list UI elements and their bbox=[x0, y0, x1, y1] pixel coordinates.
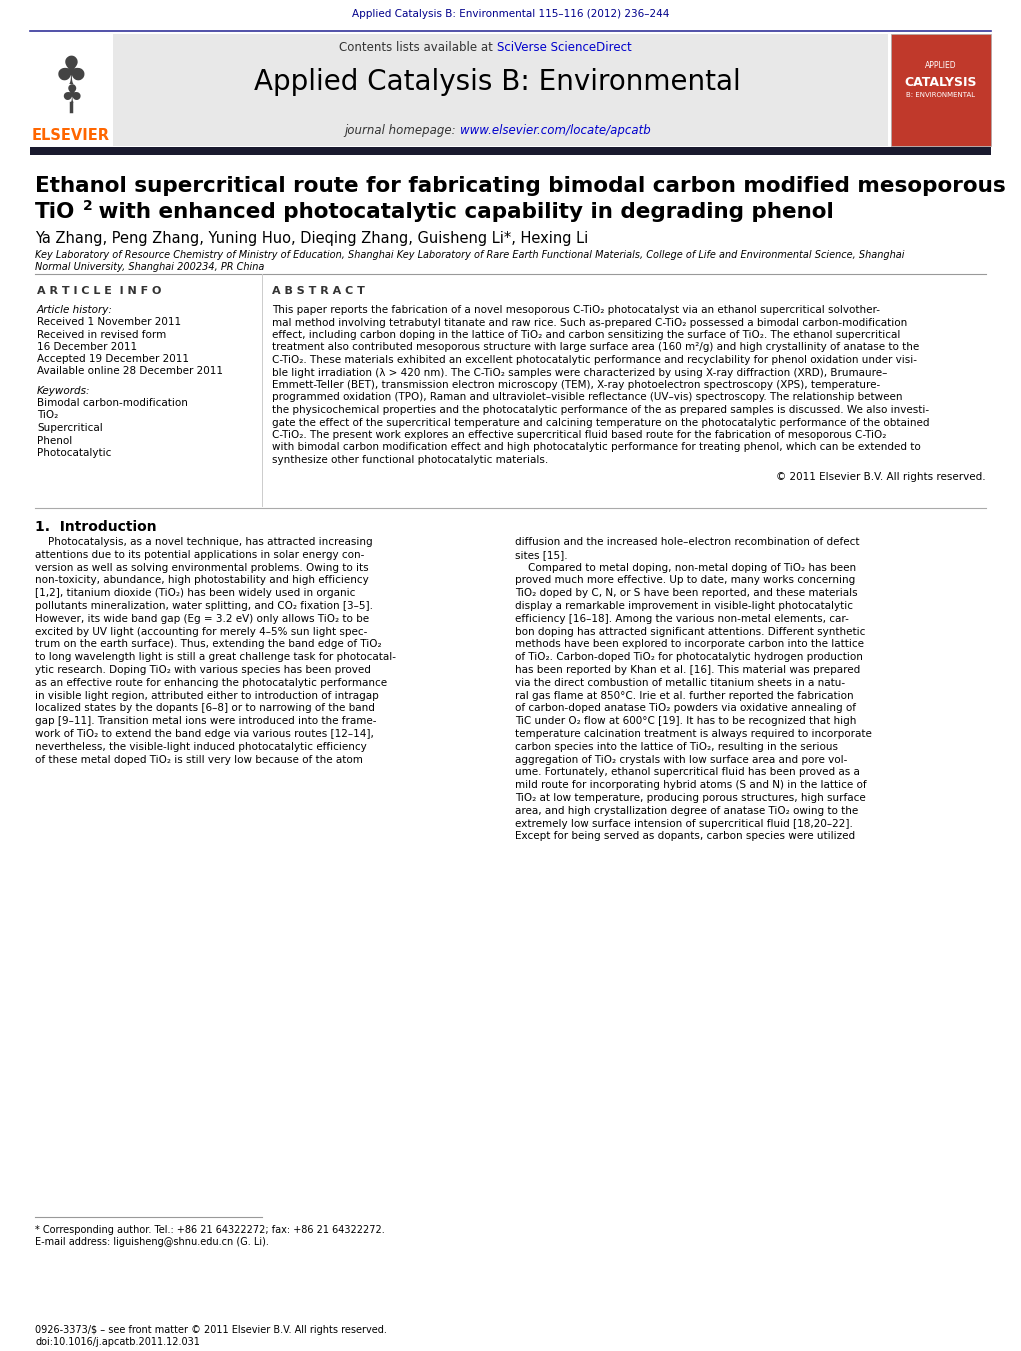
Text: C-TiO₂. The present work explores an effective supercritical fluid based route f: C-TiO₂. The present work explores an eff… bbox=[272, 430, 886, 440]
Text: aggregation of TiO₂ crystals with low surface area and pore vol-: aggregation of TiO₂ crystals with low su… bbox=[515, 755, 847, 765]
Text: version as well as solving environmental problems. Owing to its: version as well as solving environmental… bbox=[35, 562, 369, 573]
Text: CATALYSIS: CATALYSIS bbox=[905, 77, 977, 89]
Text: TiO: TiO bbox=[35, 203, 76, 222]
Text: ytic research. Doping TiO₂ with various species has been proved: ytic research. Doping TiO₂ with various … bbox=[35, 665, 371, 676]
FancyBboxPatch shape bbox=[113, 34, 888, 146]
Text: localized states by the dopants [6–8] or to narrowing of the band: localized states by the dopants [6–8] or… bbox=[35, 704, 375, 713]
Text: Article history:: Article history: bbox=[37, 305, 113, 315]
Text: diffusion and the increased hole–electron recombination of defect: diffusion and the increased hole–electro… bbox=[515, 536, 860, 547]
Text: bon doping has attracted significant attentions. Different synthetic: bon doping has attracted significant att… bbox=[515, 627, 866, 636]
Text: with bimodal carbon modification effect and high photocatalytic performance for : with bimodal carbon modification effect … bbox=[272, 443, 921, 453]
Text: 16 December 2011: 16 December 2011 bbox=[37, 342, 137, 353]
Text: Received 1 November 2011: Received 1 November 2011 bbox=[37, 317, 181, 327]
Text: © 2011 Elsevier B.V. All rights reserved.: © 2011 Elsevier B.V. All rights reserved… bbox=[776, 471, 986, 481]
Text: * Corresponding author. Tel.: +86 21 64322272; fax: +86 21 64322272.: * Corresponding author. Tel.: +86 21 643… bbox=[35, 1225, 385, 1235]
Text: carbon species into the lattice of TiO₂, resulting in the serious: carbon species into the lattice of TiO₂,… bbox=[515, 742, 838, 751]
Text: 0926-3373/$ – see front matter © 2011 Elsevier B.V. All rights reserved.: 0926-3373/$ – see front matter © 2011 El… bbox=[35, 1325, 387, 1335]
Text: sites [15].: sites [15]. bbox=[515, 550, 568, 559]
Text: TiC under O₂ flow at 600°C [19]. It has to be recognized that high: TiC under O₂ flow at 600°C [19]. It has … bbox=[515, 716, 857, 727]
Text: gap [9–11]. Transition metal ions were introduced into the frame-: gap [9–11]. Transition metal ions were i… bbox=[35, 716, 377, 727]
Text: Applied Catalysis B: Environmental 115–116 (2012) 236–244: Applied Catalysis B: Environmental 115–1… bbox=[352, 9, 670, 19]
Text: Accepted 19 December 2011: Accepted 19 December 2011 bbox=[37, 354, 189, 363]
Text: Emmett-Teller (BET), transmission electron microscopy (TEM), X-ray photoelectron: Emmett-Teller (BET), transmission electr… bbox=[272, 380, 880, 390]
Text: of TiO₂. Carbon-doped TiO₂ for photocatalytic hydrogen production: of TiO₂. Carbon-doped TiO₂ for photocata… bbox=[515, 653, 863, 662]
Text: Supercritical: Supercritical bbox=[37, 423, 103, 434]
Text: as an effective route for enhancing the photocatalytic performance: as an effective route for enhancing the … bbox=[35, 678, 387, 688]
Text: SciVerse ScienceDirect: SciVerse ScienceDirect bbox=[497, 41, 632, 54]
Text: treatment also contributed mesoporous structure with large surface area (160 m²/: treatment also contributed mesoporous st… bbox=[272, 343, 919, 353]
Text: effect, including carbon doping in the lattice of TiO₂ and carbon sensitizing th: effect, including carbon doping in the l… bbox=[272, 330, 901, 340]
Text: Photocatalysis, as a novel technique, has attracted increasing: Photocatalysis, as a novel technique, ha… bbox=[35, 536, 373, 547]
Text: However, its wide band gap (Eg = 3.2 eV) only allows TiO₂ to be: However, its wide band gap (Eg = 3.2 eV)… bbox=[35, 613, 370, 624]
Text: A B S T R A C T: A B S T R A C T bbox=[272, 286, 364, 296]
Text: extremely low surface intension of supercritical fluid [18,20–22].: extremely low surface intension of super… bbox=[515, 819, 853, 828]
Text: TiO₂: TiO₂ bbox=[37, 411, 58, 420]
Text: proved much more effective. Up to date, many works concerning: proved much more effective. Up to date, … bbox=[515, 576, 856, 585]
Text: Ethanol supercritical route for fabricating bimodal carbon modified mesoporous: Ethanol supercritical route for fabricat… bbox=[35, 176, 1006, 196]
Text: pollutants mineralization, water splitting, and CO₂ fixation [3–5].: pollutants mineralization, water splitti… bbox=[35, 601, 373, 611]
Text: APPLIED: APPLIED bbox=[925, 62, 957, 70]
Text: doi:10.1016/j.apcatb.2011.12.031: doi:10.1016/j.apcatb.2011.12.031 bbox=[35, 1337, 200, 1347]
Text: area, and high crystallization degree of anatase TiO₂ owing to the: area, and high crystallization degree of… bbox=[515, 805, 859, 816]
Text: Except for being served as dopants, carbon species were utilized: Except for being served as dopants, carb… bbox=[515, 831, 856, 842]
Text: attentions due to its potential applications in solar energy con-: attentions due to its potential applicat… bbox=[35, 550, 364, 559]
Text: of carbon-doped anatase TiO₂ powders via oxidative annealing of: of carbon-doped anatase TiO₂ powders via… bbox=[515, 704, 856, 713]
Text: display a remarkable improvement in visible-light photocatalytic: display a remarkable improvement in visi… bbox=[515, 601, 853, 611]
Text: via the direct combustion of metallic titanium sheets in a natu-: via the direct combustion of metallic ti… bbox=[515, 678, 845, 688]
Text: TiO₂ at low temperature, producing porous structures, high surface: TiO₂ at low temperature, producing porou… bbox=[515, 793, 866, 802]
Text: 1.  Introduction: 1. Introduction bbox=[35, 520, 156, 534]
Text: gate the effect of the supercritical temperature and calcining temperature on th: gate the effect of the supercritical tem… bbox=[272, 417, 929, 427]
Text: trum on the earth surface). Thus, extending the band edge of TiO₂: trum on the earth surface). Thus, extend… bbox=[35, 639, 382, 650]
Text: [1,2], titanium dioxide (TiO₂) has been widely used in organic: [1,2], titanium dioxide (TiO₂) has been … bbox=[35, 588, 355, 598]
Text: Normal University, Shanghai 200234, PR China: Normal University, Shanghai 200234, PR C… bbox=[35, 262, 264, 272]
Text: TiO₂ doped by C, N, or S have been reported, and these materials: TiO₂ doped by C, N, or S have been repor… bbox=[515, 588, 858, 598]
Text: synthesize other functional photocatalytic materials.: synthesize other functional photocatalyt… bbox=[272, 455, 548, 465]
Text: B: ENVIRONMENTAL: B: ENVIRONMENTAL bbox=[907, 92, 975, 99]
Text: ELSEVIER: ELSEVIER bbox=[32, 127, 110, 142]
Text: nevertheless, the visible-light induced photocatalytic efficiency: nevertheless, the visible-light induced … bbox=[35, 742, 367, 751]
Text: mal method involving tetrabutyl titanate and raw rice. Such as-prepared C-TiO₂ p: mal method involving tetrabutyl titanate… bbox=[272, 317, 908, 327]
Text: excited by UV light (accounting for merely 4–5% sun light spec-: excited by UV light (accounting for mere… bbox=[35, 627, 368, 636]
Text: Keywords:: Keywords: bbox=[37, 386, 91, 396]
Text: C-TiO₂. These materials exhibited an excellent photocatalytic performance and re: C-TiO₂. These materials exhibited an exc… bbox=[272, 355, 917, 365]
Text: programmed oxidation (TPO), Raman and ultraviolet–visible reflectance (UV–vis) s: programmed oxidation (TPO), Raman and ul… bbox=[272, 393, 903, 403]
Text: Applied Catalysis B: Environmental: Applied Catalysis B: Environmental bbox=[253, 68, 740, 96]
Text: 2: 2 bbox=[83, 199, 93, 213]
Text: work of TiO₂ to extend the band edge via various routes [12–14],: work of TiO₂ to extend the band edge via… bbox=[35, 730, 374, 739]
Text: with enhanced photocatalytic capability in degrading phenol: with enhanced photocatalytic capability … bbox=[91, 203, 834, 222]
FancyBboxPatch shape bbox=[891, 34, 991, 146]
Text: ble light irradiation (λ > 420 nm). The C-TiO₂ samples were characterized by usi: ble light irradiation (λ > 420 nm). The … bbox=[272, 367, 887, 377]
Text: ♣: ♣ bbox=[60, 84, 82, 108]
Text: E-mail address: liguisheng@shnu.edu.cn (G. Li).: E-mail address: liguisheng@shnu.edu.cn (… bbox=[35, 1238, 269, 1247]
Text: in visible light region, attributed either to introduction of intragap: in visible light region, attributed eith… bbox=[35, 690, 379, 701]
Text: ♣: ♣ bbox=[53, 54, 89, 92]
Text: This paper reports the fabrication of a novel mesoporous C-TiO₂ photocatalyst vi: This paper reports the fabrication of a … bbox=[272, 305, 880, 315]
Text: methods have been explored to incorporate carbon into the lattice: methods have been explored to incorporat… bbox=[515, 639, 864, 650]
Text: the physicochemical properties and the photocatalytic performance of the as prep: the physicochemical properties and the p… bbox=[272, 405, 929, 415]
Text: non-toxicity, abundance, high photostability and high efficiency: non-toxicity, abundance, high photostabi… bbox=[35, 576, 369, 585]
Text: Available online 28 December 2011: Available online 28 December 2011 bbox=[37, 366, 223, 376]
Text: of these metal doped TiO₂ is still very low because of the atom: of these metal doped TiO₂ is still very … bbox=[35, 755, 362, 765]
Text: Phenol: Phenol bbox=[37, 435, 72, 446]
Text: mild route for incorporating hybrid atoms (S and N) in the lattice of: mild route for incorporating hybrid atom… bbox=[515, 780, 867, 790]
Text: Key Laboratory of Resource Chemistry of Ministry of Education, Shanghai Key Labo: Key Laboratory of Resource Chemistry of … bbox=[35, 250, 905, 259]
Text: journal homepage:: journal homepage: bbox=[345, 124, 460, 136]
FancyBboxPatch shape bbox=[30, 34, 112, 146]
Text: Contents lists available at: Contents lists available at bbox=[339, 41, 497, 54]
Text: has been reported by Khan et al. [16]. This material was prepared: has been reported by Khan et al. [16]. T… bbox=[515, 665, 861, 676]
Text: to long wavelength light is still a great challenge task for photocatal-: to long wavelength light is still a grea… bbox=[35, 653, 396, 662]
Text: Received in revised form: Received in revised form bbox=[37, 330, 166, 340]
Text: ume. Fortunately, ethanol supercritical fluid has been proved as a: ume. Fortunately, ethanol supercritical … bbox=[515, 767, 860, 777]
Text: Bimodal carbon-modification: Bimodal carbon-modification bbox=[37, 399, 188, 408]
Text: Compared to metal doping, non-metal doping of TiO₂ has been: Compared to metal doping, non-metal dopi… bbox=[515, 562, 857, 573]
Text: Photocatalytic: Photocatalytic bbox=[37, 449, 111, 458]
FancyBboxPatch shape bbox=[30, 147, 991, 155]
Text: A R T I C L E  I N F O: A R T I C L E I N F O bbox=[37, 286, 161, 296]
Text: ral gas flame at 850°C. Irie et al. further reported the fabrication: ral gas flame at 850°C. Irie et al. furt… bbox=[515, 690, 854, 701]
Text: efficiency [16–18]. Among the various non-metal elements, car-: efficiency [16–18]. Among the various no… bbox=[515, 613, 848, 624]
Text: www.elsevier.com/locate/apcatb: www.elsevier.com/locate/apcatb bbox=[460, 124, 650, 136]
Text: Ya Zhang, Peng Zhang, Yuning Huo, Dieqing Zhang, Guisheng Li*, Hexing Li: Ya Zhang, Peng Zhang, Yuning Huo, Dieqin… bbox=[35, 231, 588, 246]
Text: temperature calcination treatment is always required to incorporate: temperature calcination treatment is alw… bbox=[515, 730, 872, 739]
